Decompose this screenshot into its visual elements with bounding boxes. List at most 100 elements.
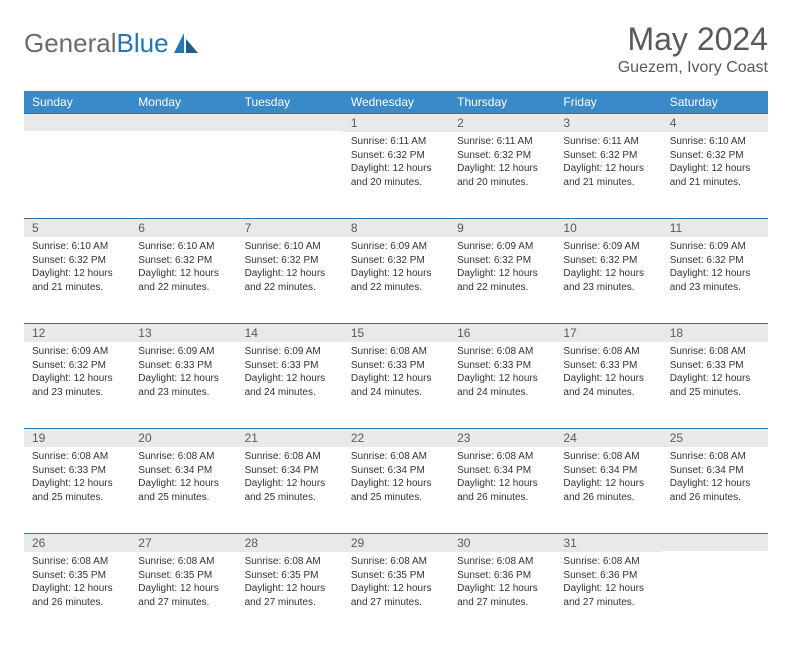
day-number: 9 [449, 218, 555, 237]
day-header: Tuesday [237, 91, 343, 113]
day-header-row: Sunday Monday Tuesday Wednesday Thursday… [24, 91, 768, 113]
day-details [237, 132, 343, 141]
brand-word-a: General [24, 28, 117, 59]
day-number: 11 [662, 218, 768, 237]
day-number-cell: 6 [130, 218, 236, 237]
day-details: Sunrise: 6:09 AMSunset: 6:32 PMDaylight:… [662, 237, 768, 300]
day-number: 19 [24, 428, 130, 447]
day-number-cell: 1 [343, 113, 449, 132]
day-number-cell: 7 [237, 218, 343, 237]
day-number-cell: 24 [555, 428, 661, 447]
day-number-cell: 16 [449, 323, 555, 342]
day-cell: Sunrise: 6:09 AMSunset: 6:32 PMDaylight:… [662, 237, 768, 323]
day-cell: Sunrise: 6:08 AMSunset: 6:36 PMDaylight:… [449, 552, 555, 638]
day-number-cell [24, 113, 130, 132]
day-cell: Sunrise: 6:09 AMSunset: 6:33 PMDaylight:… [130, 342, 236, 428]
day-details: Sunrise: 6:09 AMSunset: 6:32 PMDaylight:… [555, 237, 661, 300]
day-number-cell: 27 [130, 533, 236, 552]
day-details: Sunrise: 6:08 AMSunset: 6:34 PMDaylight:… [130, 447, 236, 510]
day-number-cell: 26 [24, 533, 130, 552]
day-cell [662, 552, 768, 638]
day-number: 16 [449, 323, 555, 342]
brand-logo: GeneralBlue [24, 22, 199, 59]
day-number-cell: 19 [24, 428, 130, 447]
day-number: 3 [555, 113, 661, 132]
day-cell: Sunrise: 6:11 AMSunset: 6:32 PMDaylight:… [343, 132, 449, 218]
day-number-cell [130, 113, 236, 132]
day-cell: Sunrise: 6:08 AMSunset: 6:35 PMDaylight:… [24, 552, 130, 638]
day-number: 12 [24, 323, 130, 342]
week-body-row: Sunrise: 6:08 AMSunset: 6:35 PMDaylight:… [24, 552, 768, 638]
day-number [24, 113, 130, 131]
day-cell: Sunrise: 6:09 AMSunset: 6:33 PMDaylight:… [237, 342, 343, 428]
day-number-cell: 15 [343, 323, 449, 342]
day-number-cell: 18 [662, 323, 768, 342]
day-number-cell: 12 [24, 323, 130, 342]
day-number: 10 [555, 218, 661, 237]
day-details: Sunrise: 6:10 AMSunset: 6:32 PMDaylight:… [237, 237, 343, 300]
day-cell: Sunrise: 6:08 AMSunset: 6:34 PMDaylight:… [555, 447, 661, 533]
day-cell: Sunrise: 6:09 AMSunset: 6:32 PMDaylight:… [343, 237, 449, 323]
day-cell: Sunrise: 6:08 AMSunset: 6:34 PMDaylight:… [662, 447, 768, 533]
day-cell: Sunrise: 6:10 AMSunset: 6:32 PMDaylight:… [662, 132, 768, 218]
day-details: Sunrise: 6:10 AMSunset: 6:32 PMDaylight:… [24, 237, 130, 300]
day-header: Thursday [449, 91, 555, 113]
day-number-cell: 10 [555, 218, 661, 237]
day-number: 28 [237, 533, 343, 552]
day-details: Sunrise: 6:08 AMSunset: 6:35 PMDaylight:… [237, 552, 343, 615]
title-block: May 2024 Guezem, Ivory Coast [618, 22, 768, 77]
day-cell: Sunrise: 6:08 AMSunset: 6:34 PMDaylight:… [237, 447, 343, 533]
day-header: Saturday [662, 91, 768, 113]
day-cell: Sunrise: 6:11 AMSunset: 6:32 PMDaylight:… [449, 132, 555, 218]
day-details [662, 552, 768, 561]
day-number-cell: 4 [662, 113, 768, 132]
day-number: 18 [662, 323, 768, 342]
day-number-cell: 13 [130, 323, 236, 342]
day-details: Sunrise: 6:08 AMSunset: 6:36 PMDaylight:… [555, 552, 661, 615]
day-number-cell: 23 [449, 428, 555, 447]
day-number: 6 [130, 218, 236, 237]
day-cell: Sunrise: 6:08 AMSunset: 6:35 PMDaylight:… [343, 552, 449, 638]
day-number-cell: 17 [555, 323, 661, 342]
week-number-row: 567891011 [24, 218, 768, 237]
day-details: Sunrise: 6:08 AMSunset: 6:34 PMDaylight:… [555, 447, 661, 510]
day-number-cell [662, 533, 768, 552]
day-number: 26 [24, 533, 130, 552]
day-number-cell: 14 [237, 323, 343, 342]
day-number: 25 [662, 428, 768, 447]
day-cell: Sunrise: 6:10 AMSunset: 6:32 PMDaylight:… [130, 237, 236, 323]
day-details: Sunrise: 6:09 AMSunset: 6:32 PMDaylight:… [343, 237, 449, 300]
day-details: Sunrise: 6:10 AMSunset: 6:32 PMDaylight:… [130, 237, 236, 300]
day-number: 13 [130, 323, 236, 342]
day-details: Sunrise: 6:08 AMSunset: 6:33 PMDaylight:… [449, 342, 555, 405]
day-number [130, 113, 236, 131]
day-number-cell: 9 [449, 218, 555, 237]
day-cell: Sunrise: 6:09 AMSunset: 6:32 PMDaylight:… [555, 237, 661, 323]
sail-icon [173, 32, 199, 54]
day-number-cell: 25 [662, 428, 768, 447]
month-title: May 2024 [618, 22, 768, 57]
day-number: 23 [449, 428, 555, 447]
day-number: 17 [555, 323, 661, 342]
day-number: 5 [24, 218, 130, 237]
day-details: Sunrise: 6:08 AMSunset: 6:34 PMDaylight:… [343, 447, 449, 510]
day-cell: Sunrise: 6:08 AMSunset: 6:33 PMDaylight:… [662, 342, 768, 428]
day-cell [237, 132, 343, 218]
day-details: Sunrise: 6:09 AMSunset: 6:33 PMDaylight:… [237, 342, 343, 405]
week-number-row: 262728293031 [24, 533, 768, 552]
day-number: 31 [555, 533, 661, 552]
day-header: Monday [130, 91, 236, 113]
day-details: Sunrise: 6:09 AMSunset: 6:32 PMDaylight:… [24, 342, 130, 405]
day-header: Friday [555, 91, 661, 113]
day-number-cell: 11 [662, 218, 768, 237]
day-number: 22 [343, 428, 449, 447]
day-number: 14 [237, 323, 343, 342]
week-body-row: Sunrise: 6:08 AMSunset: 6:33 PMDaylight:… [24, 447, 768, 533]
day-cell: Sunrise: 6:09 AMSunset: 6:32 PMDaylight:… [449, 237, 555, 323]
week-number-row: 12131415161718 [24, 323, 768, 342]
day-cell: Sunrise: 6:08 AMSunset: 6:35 PMDaylight:… [237, 552, 343, 638]
day-number-cell: 29 [343, 533, 449, 552]
day-cell: Sunrise: 6:11 AMSunset: 6:32 PMDaylight:… [555, 132, 661, 218]
day-number-cell [237, 113, 343, 132]
day-number-cell: 5 [24, 218, 130, 237]
